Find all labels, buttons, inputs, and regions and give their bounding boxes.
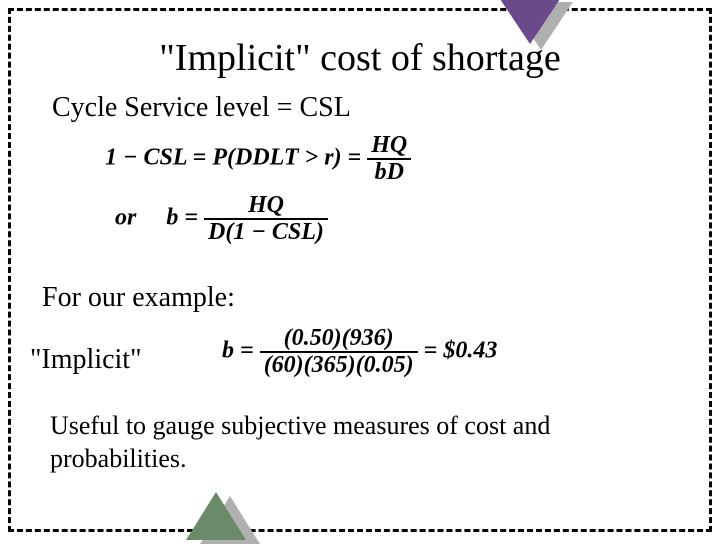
formula-3-den: (60)(365)(0.05) <box>260 353 418 378</box>
example-label: For our example: <box>42 282 235 314</box>
formula-3-num: (0.50)(936) <box>260 326 418 353</box>
formula-1: 1 − CSL = P(DDLT > r) = HQ bD <box>105 133 411 185</box>
formula-2-num: HQ <box>204 193 328 220</box>
formula-2: or b = HQ D(1 − CSL) <box>115 193 328 245</box>
bottom-triangle-icon <box>186 492 246 540</box>
formula-1-lhs: 1 − CSL = P(DDLT > r) = <box>105 145 361 171</box>
formula-2-lhs: b = <box>166 205 198 231</box>
formula-1-den: bD <box>367 160 411 185</box>
formula-3: b = (0.50)(936) (60)(365)(0.05) = $0.43 <box>222 326 497 378</box>
formula-1-num: HQ <box>367 133 411 160</box>
formula-3-fraction: (0.50)(936) (60)(365)(0.05) <box>260 326 418 378</box>
closing-text: Useful to gauge subjective measures of c… <box>50 410 660 475</box>
slide-title: "Implicit" cost of shortage <box>0 36 720 80</box>
formula-2-or: or <box>115 205 136 231</box>
formula-3-rhs: = $0.43 <box>424 338 498 364</box>
csl-definition: Cycle Service level = CSL <box>52 92 351 124</box>
formula-1-fraction: HQ bD <box>367 133 411 185</box>
formula-2-fraction: HQ D(1 − CSL) <box>204 193 328 245</box>
formula-3-lhs: b = <box>222 338 254 364</box>
formula-2-den: D(1 − CSL) <box>204 220 328 245</box>
implicit-label: "Implicit" <box>30 344 142 376</box>
